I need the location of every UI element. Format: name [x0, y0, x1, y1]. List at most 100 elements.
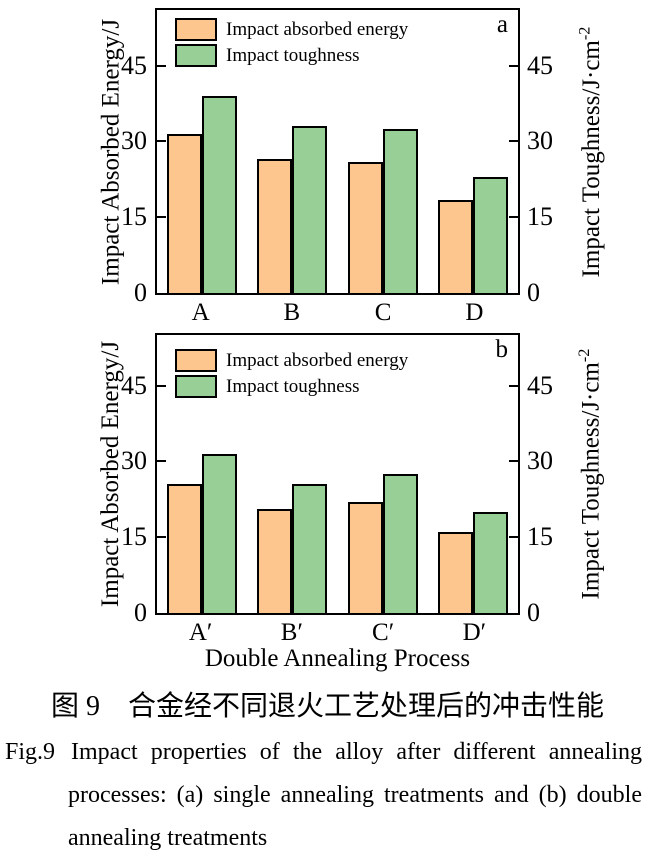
y-tick-label-right: 15: [527, 202, 553, 231]
bar-pair: [347, 129, 418, 293]
bar-group-D: [428, 10, 518, 293]
tick-mark: [509, 216, 518, 218]
caption-english: Fig.9 Impact properties of the alloy afte…: [5, 731, 642, 860]
bar-group-B: [247, 10, 337, 293]
bars-row: [157, 10, 518, 293]
bar-toughness-A′: [202, 454, 238, 613]
bar-toughness-D′: [472, 512, 508, 613]
bar-toughness-C: [382, 129, 418, 293]
category-label: B: [283, 299, 301, 326]
legend-item-toughness: Impact toughness: [175, 44, 408, 67]
bar-group-C′: [338, 335, 428, 613]
legend-swatch-absorbed: [175, 349, 217, 372]
legend-item-toughness: Impact toughness: [175, 375, 408, 398]
bar-toughness-B: [292, 126, 328, 293]
y-tick-label-right: 30: [527, 446, 553, 475]
bar-pair: [347, 474, 418, 613]
chart-panel-b: Impact absorbed energy Impact toughness …: [0, 325, 655, 680]
category-label: C′: [372, 619, 395, 646]
figure-number-label: Fig.9: [5, 739, 56, 765]
tick-mark: [157, 536, 166, 538]
bar-pair: [167, 454, 238, 613]
category-axis: A B C D: [155, 299, 520, 327]
legend: Impact absorbed energy Impact toughness: [175, 349, 408, 398]
bar-pair: [167, 96, 238, 293]
legend-label-toughness: Impact toughness: [226, 375, 360, 397]
bar-absorbed-C: [347, 162, 383, 293]
y-axis-title-right-text: Impact Toughness/J·cm: [577, 40, 605, 278]
bar-absorbed-D: [437, 200, 473, 293]
bars-row: [157, 335, 518, 613]
panel-letter-b: b: [495, 336, 509, 363]
category-label: B′: [280, 619, 303, 646]
y-tick-label-left: 30: [121, 126, 147, 155]
bar-absorbed-D′: [437, 532, 473, 613]
legend-label-absorbed: Impact absorbed energy: [226, 349, 409, 371]
bar-absorbed-A: [167, 134, 203, 293]
bar-toughness-A: [202, 96, 238, 293]
y-tick-label-right: 45: [527, 371, 553, 400]
legend-swatch-toughness: [175, 44, 217, 67]
bar-absorbed-B: [257, 159, 293, 293]
y-tick-label-left: 30: [121, 446, 147, 475]
category-label: D: [465, 299, 484, 326]
bar-absorbed-B′: [257, 509, 293, 613]
bar-group-A′: [157, 335, 247, 613]
bar-pair: [437, 177, 508, 293]
bar-pair: [257, 484, 328, 613]
bar-group-A: [157, 10, 247, 293]
y-tick-label-left: 0: [134, 598, 147, 627]
tick-mark: [509, 536, 518, 538]
y-tick-label-right: 45: [527, 51, 553, 80]
y-tick-label-right: 30: [527, 126, 553, 155]
tick-mark: [509, 65, 518, 67]
tick-mark: [157, 460, 166, 462]
tick-mark: [509, 460, 518, 462]
bar-group-B′: [247, 335, 337, 613]
y-tick-label-right: 15: [527, 522, 553, 551]
bar-toughness-C′: [382, 474, 418, 613]
bar-toughness-B′: [292, 484, 328, 613]
y-tick-label-left: 15: [121, 202, 147, 231]
plot-area: Impact absorbed energy Impact toughness …: [155, 333, 520, 615]
caption-english-line-3: annealing treatments: [68, 825, 268, 851]
y-tick-label-left: 45: [121, 371, 147, 400]
caption-english-line-2: processes: (a) single annealing treatmen…: [68, 782, 642, 808]
category-label: D′: [462, 619, 487, 646]
plot-area: Impact absorbed energy Impact toughness …: [155, 8, 520, 295]
legend: Impact absorbed energy Impact toughness: [175, 18, 408, 67]
y-axis-title-right-exponent: -2: [575, 26, 594, 41]
y-tick-label-left: 15: [121, 522, 147, 551]
panel-letter-a: a: [496, 11, 508, 38]
bar-group-D′: [428, 335, 518, 613]
category-label: C: [374, 299, 392, 326]
bar-pair: [257, 126, 328, 293]
y-tick-label-right: 0: [527, 598, 540, 627]
bar-pair: [437, 512, 508, 613]
tick-mark: [157, 216, 166, 218]
legend-label-absorbed: Impact absorbed energy: [226, 18, 409, 40]
bar-absorbed-C′: [347, 502, 383, 613]
y-tick-label-left: 45: [121, 51, 147, 80]
category-label: A′: [188, 619, 213, 646]
y-axis-title-right-text: Impact Toughness/J·cm: [577, 362, 605, 600]
tick-mark: [509, 140, 518, 142]
x-axis-title: Double Annealing Process: [204, 645, 471, 672]
tick-mark: [509, 385, 518, 387]
legend-item-absorbed: Impact absorbed energy: [175, 18, 408, 41]
caption-chinese: 图 9 合金经不同退火工艺处理后的冲击性能: [50, 691, 604, 722]
tick-mark: [157, 140, 166, 142]
bar-absorbed-A′: [167, 484, 203, 613]
category-label: A: [191, 299, 210, 326]
legend-label-toughness: Impact toughness: [226, 44, 360, 66]
y-tick-label-right: 0: [527, 278, 540, 307]
tick-mark: [157, 65, 166, 67]
y-axis-title-right-exponent: -2: [575, 348, 593, 363]
bar-group-C: [338, 10, 428, 293]
legend-item-absorbed: Impact absorbed energy: [175, 349, 408, 372]
tick-mark: [157, 385, 166, 387]
caption-english-line-1: Fig.9 Impact properties of the alloy afte…: [5, 731, 642, 774]
y-tick-label-left: 0: [134, 278, 147, 307]
legend-swatch-toughness: [175, 375, 217, 398]
bar-toughness-D: [472, 177, 508, 293]
